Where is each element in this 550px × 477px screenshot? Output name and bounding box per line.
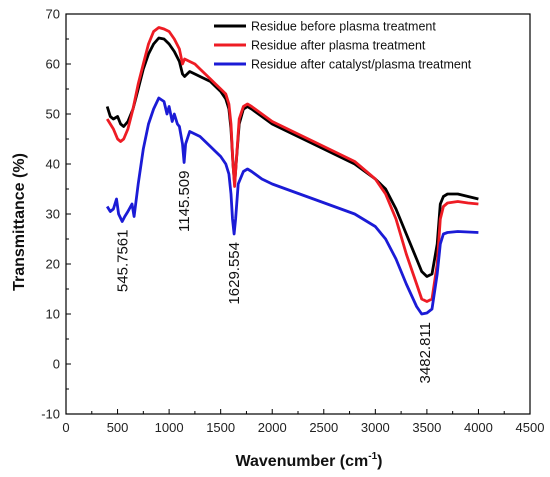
peak-label: 1629.554 [226,242,243,305]
y-tick-label: 0 [53,357,60,372]
x-tick-label: 4000 [464,420,493,435]
x-axis-title-main: Wavenumber (cm [235,453,368,470]
legend-label-1: Residue before plasma treatment [251,20,436,34]
legend-label-3: Residue after catalyst/plasma treatment [251,58,472,72]
annotation-layer: 545.7561 1145.509 1629.554 3482.811 [114,171,434,384]
y-tick-label: 70 [46,7,60,22]
peak-label: 545.7561 [114,230,131,293]
y-tick-label: 20 [46,257,60,272]
y-tick-label: -10 [41,407,60,422]
plot-layer [105,26,479,316]
y-tick-label: 60 [46,57,60,72]
x-tick-label: 0 [62,420,69,435]
x-tick-label: 1000 [155,420,184,435]
x-tick-label: 500 [107,420,129,435]
x-axis-title-sup: -1 [368,451,377,462]
peak-label: 3482.811 [417,322,434,383]
peak-label: 1145.509 [176,171,193,232]
series-line-3 [106,96,479,316]
series-line-1 [105,36,479,278]
y-tick-label: 50 [46,107,60,122]
series-line-2 [106,26,479,303]
x-axis-title: Wavenumber (cm-1) [235,451,382,470]
axes-layer: 0 500 1000 1500 2000 2500 3000 3500 4000 4500-100… [41,7,544,436]
x-tick-label: 3000 [361,420,390,435]
y-tick-label: 10 [46,307,60,322]
y-tick-label: 30 [46,207,60,222]
x-tick-label: 4500 [516,420,545,435]
x-tick-label: 2000 [258,420,287,435]
y-axis-title: Transmittance (%) [11,153,28,291]
legend-label-2: Residue after plasma treatment [251,39,426,53]
x-tick-label: 2500 [309,420,338,435]
legend: Residue before plasma treatment Residue a… [214,20,472,72]
x-tick-label: 1500 [206,420,235,435]
x-tick-label: 3500 [412,420,441,435]
x-axis-title-close: ) [377,453,382,470]
y-tick-label: 40 [46,157,60,172]
